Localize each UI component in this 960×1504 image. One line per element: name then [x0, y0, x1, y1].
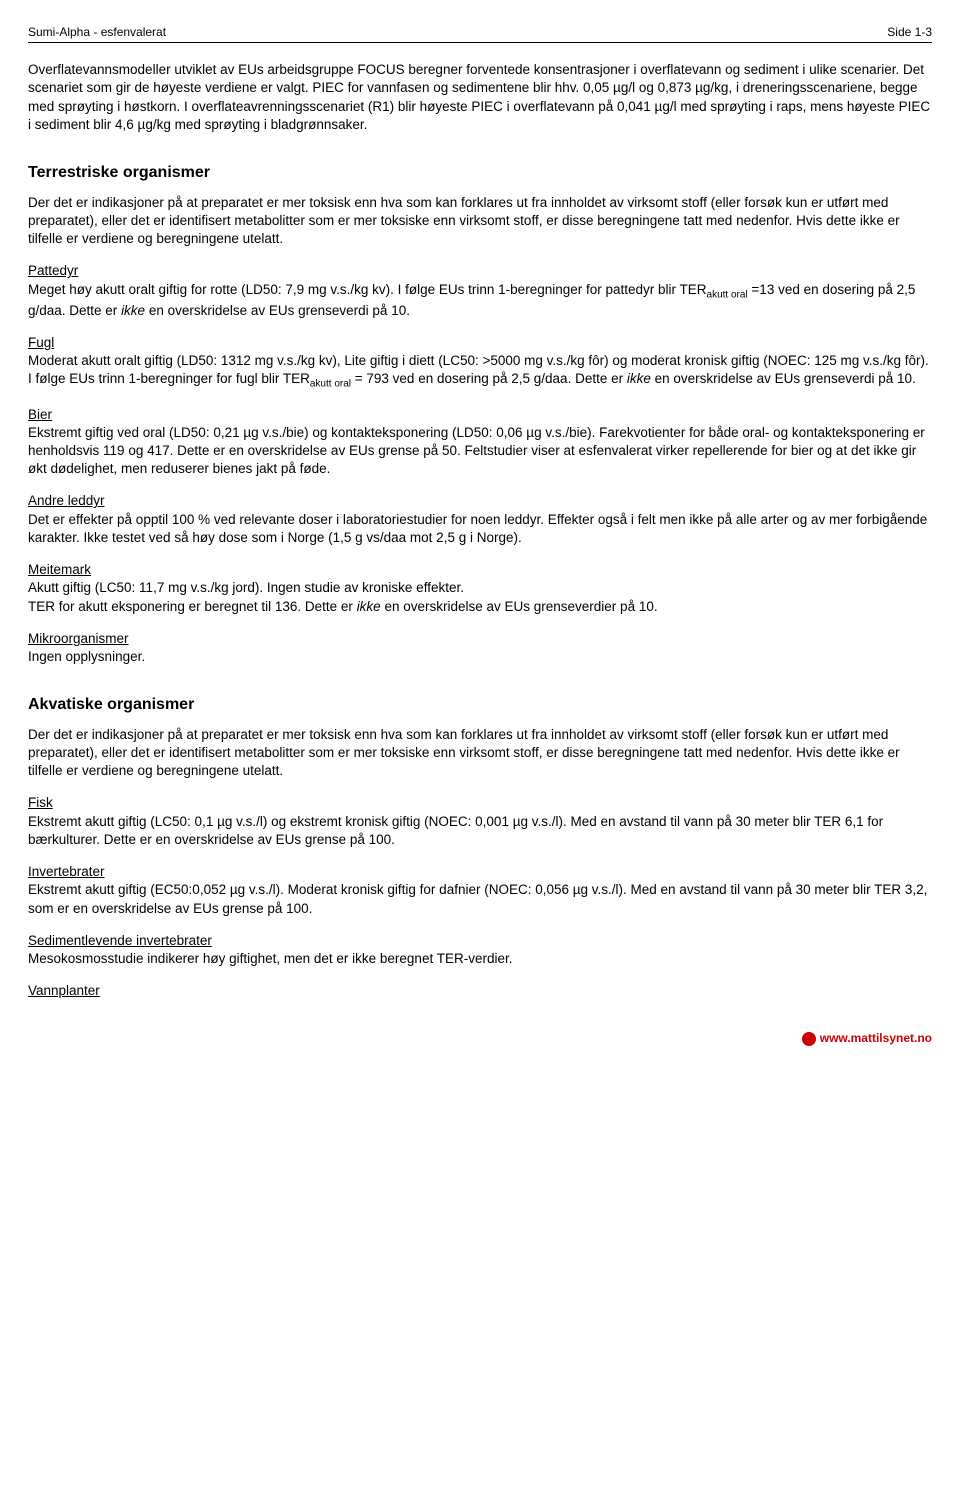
sed-body: Mesokosmosstudie indikerer høy giftighet…: [28, 950, 932, 968]
meitemark-l2a: TER for akutt eksponering er beregnet ti…: [28, 599, 357, 614]
mikro-head: Mikroorganismer: [28, 630, 932, 648]
intro-paragraph: Overflatevannsmodeller utviklet av EUs a…: [28, 61, 932, 134]
fugl-l2c: en overskridelse av EUs grenseverdi på 1…: [651, 371, 916, 386]
fugl-block: Fugl Moderat akutt oralt giftig (LD50: 1…: [28, 334, 932, 392]
meitemark-ital: ikke: [357, 599, 381, 614]
mikro-block: Mikroorganismer Ingen opplysninger.: [28, 630, 932, 666]
bier-head: Bier: [28, 406, 932, 424]
sed-head: Sedimentlevende invertebrater: [28, 932, 932, 950]
meitemark-l1: Akutt giftig (LC50: 11,7 mg v.s./kg jord…: [28, 579, 932, 597]
meitemark-l2b: en overskridelse av EUs grenseverdier på…: [381, 599, 658, 614]
fugl-l2b: = 793 ved en dosering på 2,5 g/daa. Dett…: [351, 371, 627, 386]
pattedyr-body: Meget høy akutt oralt giftig for rotte (…: [28, 281, 932, 320]
meitemark-l2: TER for akutt eksponering er beregnet ti…: [28, 598, 932, 616]
invert-body: Ekstremt akutt giftig (EC50:0,052 µg v.s…: [28, 881, 932, 917]
pattedyr-head: Pattedyr: [28, 262, 932, 280]
vann-block: Vannplanter: [28, 982, 932, 1000]
meitemark-block: Meitemark Akutt giftig (LC50: 11,7 mg v.…: [28, 561, 932, 616]
invert-block: Invertebrater Ekstremt akutt giftig (EC5…: [28, 863, 932, 918]
fugl-l2a: I følge EUs trinn 1-beregninger for fugl…: [28, 371, 310, 386]
terrestrial-title: Terrestriske organismer: [28, 162, 932, 184]
footer-logo-icon: [802, 1032, 816, 1046]
pattedyr-l1c: en overskridelse av EUs grenseverdi på 1…: [145, 303, 410, 318]
mikro-body: Ingen opplysninger.: [28, 648, 932, 666]
page-header: Sumi-Alpha - esfenvalerat Side 1-3: [28, 24, 932, 40]
fisk-head: Fisk: [28, 794, 932, 812]
fugl-l1: Moderat akutt oralt giftig (LD50: 1312 m…: [28, 352, 932, 370]
fisk-body: Ekstremt akutt giftig (LC50: 0,1 µg v.s.…: [28, 813, 932, 849]
fisk-block: Fisk Ekstremt akutt giftig (LC50: 0,1 µg…: [28, 794, 932, 849]
footer-url: www.mattilsynet.no: [820, 1031, 932, 1045]
leddyr-head: Andre leddyr: [28, 492, 932, 510]
vann-head: Vannplanter: [28, 982, 932, 1000]
header-rule: [28, 42, 932, 43]
sed-block: Sedimentlevende invertebrater Mesokosmos…: [28, 932, 932, 968]
pattedyr-l1a: Meget høy akutt oralt giftig for rotte (…: [28, 282, 707, 297]
meitemark-head: Meitemark: [28, 561, 932, 579]
pattedyr-sub: akutt oral: [707, 289, 748, 300]
fugl-head: Fugl: [28, 334, 932, 352]
fugl-sub: akutt oral: [310, 379, 351, 390]
fugl-l2: I følge EUs trinn 1-beregninger for fugl…: [28, 370, 932, 391]
bier-block: Bier Ekstremt giftig ved oral (LD50: 0,2…: [28, 406, 932, 479]
leddyr-body: Det er effekter på opptil 100 % ved rele…: [28, 511, 932, 547]
pattedyr-ital: ikke: [121, 303, 145, 318]
aquatic-title: Akvatiske organismer: [28, 694, 932, 716]
leddyr-block: Andre leddyr Det er effekter på opptil 1…: [28, 492, 932, 547]
aquatic-intro: Der det er indikasjoner på at preparatet…: [28, 726, 932, 781]
footer: www.mattilsynet.no: [28, 1030, 932, 1046]
bier-body: Ekstremt giftig ved oral (LD50: 0,21 µg …: [28, 424, 932, 479]
terrestrial-intro: Der det er indikasjoner på at preparatet…: [28, 194, 932, 249]
fugl-ital: ikke: [627, 371, 651, 386]
header-right: Side 1-3: [887, 24, 932, 40]
header-left: Sumi-Alpha - esfenvalerat: [28, 24, 166, 40]
invert-head: Invertebrater: [28, 863, 932, 881]
pattedyr-block: Pattedyr Meget høy akutt oralt giftig fo…: [28, 262, 932, 320]
